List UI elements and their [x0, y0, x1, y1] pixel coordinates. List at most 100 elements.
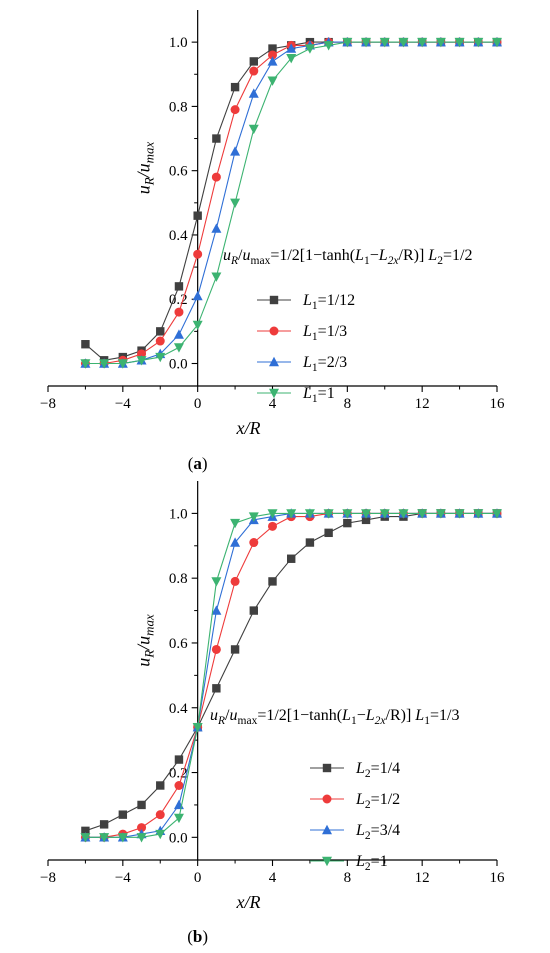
- x-tick-label: 8: [344, 396, 352, 412]
- data-point: [249, 606, 258, 615]
- x-tick-label: 0: [194, 396, 202, 412]
- data-point: [248, 512, 259, 522]
- series-line: [85, 41, 497, 365]
- legend-label: L2=1/2: [355, 791, 400, 811]
- data-point: [268, 44, 277, 53]
- series-line: [85, 41, 497, 365]
- data-point: [248, 124, 259, 135]
- legend-marker: [322, 824, 332, 835]
- x-tick-label: −4: [115, 870, 131, 886]
- panel-caption: (a): [188, 454, 208, 473]
- data-point: [230, 518, 241, 529]
- data-point: [155, 352, 166, 363]
- data-point: [286, 43, 297, 53]
- data-point: [137, 800, 146, 810]
- data-point: [249, 66, 259, 76]
- data-point: [80, 359, 91, 369]
- equation-label: uR/umax=1/2[1−tanh(L1−L2x/R)] L1=1/3: [210, 707, 459, 727]
- data-point: [81, 340, 90, 349]
- x-tick-label: −4: [115, 396, 131, 412]
- y-tick-label: 1.0: [169, 35, 188, 51]
- data-point: [174, 282, 184, 291]
- legend-label: L1=1/12: [302, 292, 355, 312]
- data-point: [268, 521, 277, 531]
- x-tick-label: −8: [40, 870, 56, 886]
- data-point: [211, 223, 222, 233]
- data-point: [118, 810, 128, 819]
- data-point: [117, 359, 128, 369]
- data-point: [230, 82, 240, 92]
- equation-label: uR/umax=1/2[1−tanh(L1−L2x/R)] L2=1/2: [223, 247, 472, 267]
- x-tick-label: 4: [269, 396, 277, 412]
- data-point: [286, 54, 297, 64]
- data-point: [268, 50, 277, 60]
- data-point: [304, 509, 315, 519]
- x-tick-label: 12: [415, 396, 430, 412]
- data-point: [174, 780, 184, 790]
- legend-label: L1=1/3: [302, 323, 347, 343]
- data-point: [454, 509, 465, 519]
- data-point: [173, 343, 184, 353]
- data-point: [211, 577, 222, 587]
- data-point: [173, 813, 184, 824]
- data-point: [379, 509, 390, 519]
- y-tick-label: 0.4: [169, 701, 188, 717]
- data-point: [287, 554, 296, 563]
- data-point: [361, 509, 372, 519]
- data-point: [155, 829, 166, 840]
- data-point: [80, 833, 91, 843]
- data-point: [156, 327, 165, 336]
- panel-caption: (b): [187, 927, 208, 946]
- data-point: [398, 509, 409, 519]
- legend-marker: [269, 295, 279, 305]
- data-point: [454, 37, 465, 48]
- y-tick-label: 0.2: [169, 766, 188, 782]
- data-point: [324, 528, 333, 538]
- x-tick-label: 4: [269, 870, 277, 886]
- data-point: [136, 833, 147, 843]
- x-tick-label: 8: [344, 870, 352, 886]
- data-point: [173, 329, 184, 339]
- data-point: [248, 88, 259, 98]
- data-point: [212, 684, 221, 693]
- data-point: [249, 57, 258, 66]
- data-point: [192, 290, 203, 301]
- legend-marker: [269, 326, 279, 336]
- x-tick-label: 0: [194, 870, 202, 886]
- y-axis-label: uR/umax: [134, 614, 157, 667]
- data-point: [323, 41, 334, 51]
- data-point: [230, 146, 241, 156]
- data-point: [361, 37, 372, 48]
- data-point: [492, 509, 502, 519]
- x-tick-label: 12: [415, 870, 430, 886]
- legend-label: L1=2/3: [302, 354, 347, 374]
- data-point: [435, 509, 446, 519]
- chart-panel-a: −8 −4 0 4 8 12 16 0.0 0.2 0.4 0.6 0.8 1.0 uR/umax=1/2…: [40, 10, 505, 473]
- legend-marker: [322, 763, 332, 773]
- data-point: [211, 272, 222, 282]
- series-line: [85, 41, 497, 361]
- data-point: [343, 518, 352, 528]
- chart-panel-b: −8 −4 0 4 8 12 16 0.0 0.2 0.4 0.6 0.8 1.0 uR/umax=1/2…: [40, 481, 505, 946]
- legend-label: L2=1/4: [355, 760, 400, 780]
- data-point: [267, 56, 278, 66]
- y-tick-label: 1.0: [169, 506, 188, 522]
- data-point: [230, 537, 241, 547]
- legend-label: L2=1: [355, 853, 388, 873]
- data-point: [193, 211, 202, 220]
- data-point: [342, 509, 353, 519]
- data-point: [192, 320, 203, 331]
- y-tick-label: 0.8: [169, 99, 188, 115]
- data-point: [473, 509, 484, 519]
- data-point: [473, 37, 484, 48]
- data-point: [117, 833, 128, 843]
- data-point: [230, 105, 240, 115]
- data-point: [155, 810, 165, 820]
- data-point: [192, 722, 203, 733]
- data-point: [174, 755, 184, 764]
- y-tick-label: 0.0: [169, 830, 188, 846]
- data-point: [212, 134, 221, 143]
- data-point: [211, 644, 221, 654]
- y-axis-label: uR/umax: [134, 141, 157, 194]
- data-point: [304, 44, 315, 54]
